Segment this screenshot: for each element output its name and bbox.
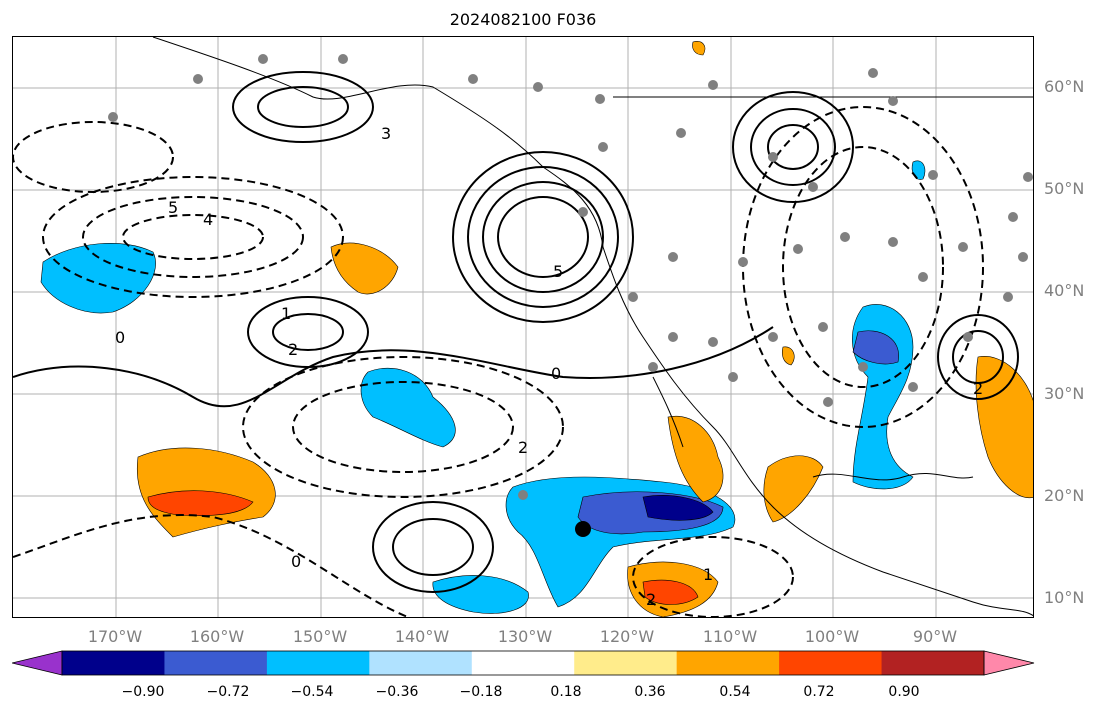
lon-label-170w: 170°W: [87, 627, 143, 646]
lon-label-120w: 120°W: [599, 627, 655, 646]
coastlines: [152, 37, 1033, 617]
map-title: 2024082100 F036: [449, 10, 597, 29]
lon-label-90w: 90°W: [912, 627, 958, 646]
station-markers: [108, 54, 1033, 500]
contour-label: 3: [381, 124, 391, 143]
colorbar-tick-label: 0.54: [719, 684, 751, 700]
lat-label-10n: 10°N: [1044, 588, 1085, 607]
colorbar-segment: [574, 651, 678, 675]
colorbar-segment: [369, 651, 473, 675]
contour-label: 1: [703, 565, 713, 584]
lon-label-100w: 100°W: [804, 627, 860, 646]
lon-label-110w: 110°W: [702, 627, 758, 646]
blue-region-ne: [911, 160, 926, 180]
colorbar-tick-label: 0.90: [888, 684, 920, 700]
blue-region-west: [40, 243, 156, 314]
orange-region-sierra: [781, 346, 795, 366]
contour-label: 5: [168, 198, 178, 217]
contour-label: 0: [551, 364, 561, 383]
colorbar-border: [61, 650, 985, 676]
contour-label: 1: [281, 304, 291, 323]
orange-region-mexico: [667, 415, 724, 503]
orange-region-gulf: [763, 455, 824, 523]
colorbar-segment: [676, 651, 780, 675]
orange-region-alaska: [692, 41, 706, 56]
contour-label: 2: [288, 340, 298, 359]
colorbar-tick-label: −0.54: [290, 684, 334, 700]
colorbar-tick-label: −0.72: [206, 684, 250, 700]
contour-labels: 0 1 2 3 4 5 0 5 1 2 0 2 2: [115, 124, 983, 609]
colorbar-extend-high: [983, 650, 1035, 676]
map-canvas: 0 1 2 3 4 5 0 5 1 2 0 2 2: [13, 37, 1033, 617]
lon-label-140w: 140°W: [394, 627, 450, 646]
red-region-west: [147, 490, 254, 516]
colorbar-tick-label: 0.18: [550, 684, 582, 700]
lat-label-60n: 60°N: [1044, 77, 1085, 96]
colorbar-tick-label: −0.90: [121, 684, 165, 700]
colorbar: [12, 650, 1035, 676]
contour-label: 2: [518, 438, 528, 457]
colorbar-segment: [471, 651, 575, 675]
colorbar-segment: [62, 651, 165, 675]
shaded-regions: [40, 41, 1033, 617]
contour-label: 5: [553, 262, 563, 281]
colorbar-segment: [779, 651, 883, 675]
positive-contours: [13, 71, 1019, 593]
negative-contours: [13, 106, 984, 617]
colorbar-extend-low: [12, 650, 63, 676]
colorbar-tick-label: 0.36: [634, 684, 666, 700]
storm-center-marker: [575, 521, 591, 537]
colorbar-segment: [164, 651, 268, 675]
lat-label-50n: 50°N: [1044, 179, 1085, 198]
lon-label-150w: 150°W: [292, 627, 348, 646]
lat-label-40n: 40°N: [1044, 281, 1085, 300]
lon-label-130w: 130°W: [497, 627, 553, 646]
colorbar-tick-label: 0.72: [803, 684, 835, 700]
orange-region-north: [330, 242, 399, 295]
colorbar-tick-label: −0.18: [459, 684, 503, 700]
orange-region-east: [975, 356, 1033, 499]
contour-label: 2: [646, 590, 656, 609]
darkblue-region-south-core: [642, 495, 714, 521]
colorbar-segment: [266, 651, 370, 675]
colorbar-segment: [881, 651, 985, 675]
colorbar-tick-label: −0.36: [375, 684, 419, 700]
contour-label: 0: [115, 328, 125, 347]
lat-label-30n: 30°N: [1044, 384, 1085, 403]
map-frame: 0 1 2 3 4 5 0 5 1 2 0 2 2: [12, 36, 1034, 618]
blue-region-central: [360, 367, 456, 448]
blue-region-sw: [432, 575, 529, 614]
red-region-pacific: [642, 579, 699, 605]
contour-label: 4: [203, 210, 213, 229]
lat-label-20n: 20°N: [1044, 486, 1085, 505]
lon-label-160w: 160°W: [189, 627, 245, 646]
contour-label: 0: [291, 552, 301, 571]
blue-region-se-core: [852, 330, 899, 365]
contour-label: 2: [973, 379, 983, 398]
